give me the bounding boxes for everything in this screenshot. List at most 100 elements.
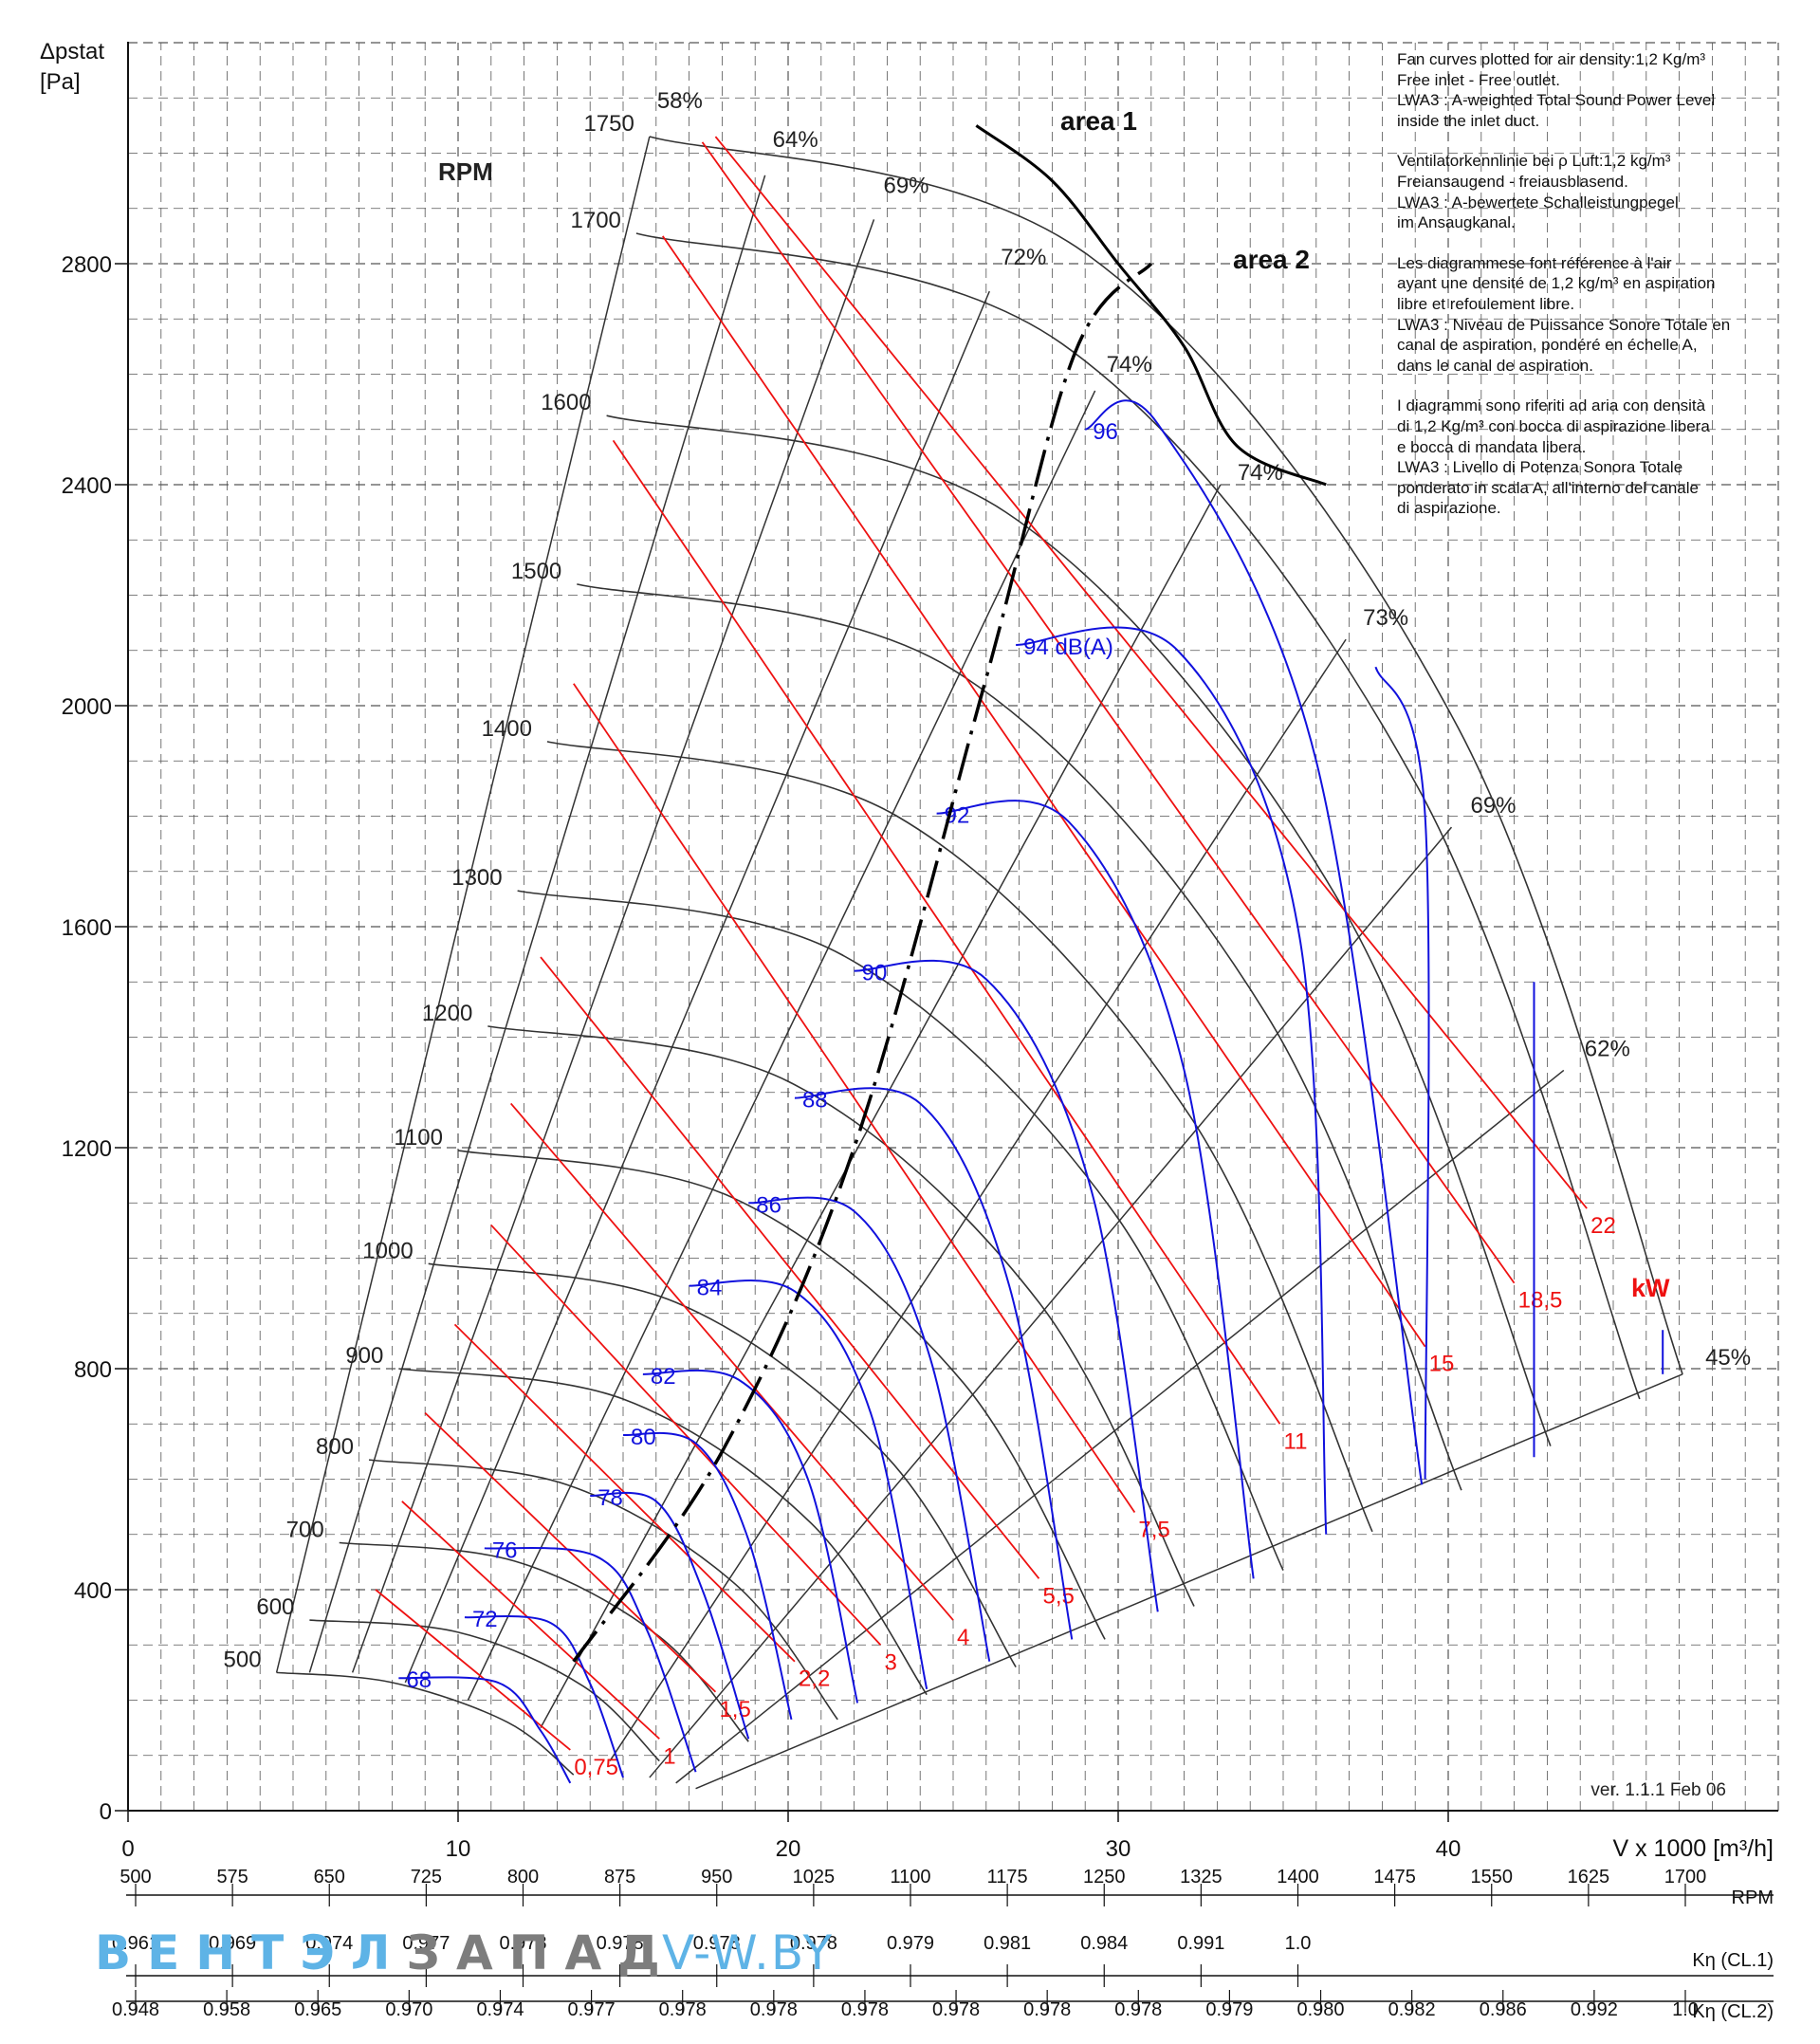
- rpm-curve: [606, 414, 1552, 1446]
- sound-curve: [689, 1280, 928, 1690]
- density-notes: Fan curves plotted for air density:1,2 K…: [1397, 49, 1795, 539]
- sound-curve: [484, 1546, 697, 1773]
- efficiency-label: 69%: [883, 173, 928, 198]
- y-tick-label: 2400: [62, 473, 112, 499]
- rpm-label: 600: [256, 1594, 294, 1620]
- efficiency-line: [275, 136, 651, 1673]
- power-line: [573, 683, 1136, 1513]
- rpm-header: RPM: [438, 157, 493, 186]
- sound-label: 96: [1093, 419, 1118, 445]
- grid: [127, 42, 1779, 1812]
- efficiency-label: 62%: [1585, 1036, 1630, 1061]
- power-label: 3: [884, 1649, 896, 1675]
- scale-value: 0.974: [476, 1999, 524, 2020]
- scale-value: 0.948: [112, 1999, 159, 2020]
- rpm-curve: [487, 1025, 1195, 1607]
- power-line: [509, 1102, 954, 1621]
- power-line: [424, 1411, 717, 1693]
- power-line: [375, 1589, 571, 1751]
- power-label: 0,75: [574, 1755, 618, 1780]
- rpm-curve: [339, 1541, 749, 1742]
- sound-label: 88: [802, 1088, 828, 1114]
- y-tick-label: 1600: [62, 915, 112, 941]
- rpm-curve: [309, 1619, 660, 1762]
- scale-value: 0.978: [597, 1933, 644, 1954]
- rpm-label: 1600: [541, 390, 591, 415]
- sound-curve: [748, 1196, 991, 1662]
- sound-label: 80: [631, 1425, 656, 1450]
- rpm-curve: [428, 1262, 1017, 1667]
- power-label: 4: [957, 1625, 969, 1650]
- scale-value: 950: [701, 1867, 732, 1887]
- sound-curve: [642, 1369, 859, 1703]
- sound-curve: [794, 1087, 1074, 1640]
- efficiency-line: [467, 390, 1096, 1701]
- scale-value: 0.979: [1205, 1999, 1253, 2020]
- efficiency-label: 74%: [1238, 460, 1283, 486]
- rpm-label: 1200: [422, 1001, 472, 1026]
- watermark-part2: ЗАПАД: [406, 1925, 676, 1980]
- sound-label: 72: [472, 1607, 498, 1632]
- y-tick-label: 400: [74, 1578, 112, 1604]
- y-axis-label: Δpstat: [40, 39, 104, 64]
- scale-value: 0.978: [750, 1999, 798, 2020]
- scale-value: 0.978: [1023, 1999, 1071, 2020]
- sound-curve: [590, 1491, 750, 1740]
- x-tick-label: 0: [121, 1836, 134, 1862]
- rpm-curve: [517, 890, 1284, 1571]
- scale-name: Kη (CL.2): [1692, 2001, 1774, 2022]
- watermark-brand: ВЕНТЭЛЗАПАД: [95, 1925, 676, 1980]
- sound-curve: [1016, 626, 1328, 1535]
- note-english: Fan curves plotted for air density:1,2 K…: [1397, 50, 1716, 130]
- sound-curve: [398, 1676, 572, 1784]
- power-line: [490, 1224, 882, 1646]
- x-tick-label: 40: [1436, 1836, 1462, 1862]
- version-annotation: ver. 1.1.1 Feb 06: [1590, 1780, 1726, 1800]
- power-unit-label: kW: [1631, 1274, 1670, 1302]
- sound-curve: [464, 1615, 624, 1778]
- rpm-curve: [546, 741, 1373, 1533]
- efficiency-lines: 58%64%69%72%74%74%73%69%62%45%: [275, 88, 1751, 1790]
- sound-label: 78: [597, 1485, 623, 1511]
- efficiency-line: [695, 1373, 1683, 1790]
- efficiency-label: 74%: [1107, 352, 1152, 377]
- scale-value: 0.986: [1480, 1999, 1527, 2020]
- y-axis-label: [Pa]: [40, 69, 81, 95]
- scale-value: 725: [411, 1867, 442, 1887]
- power-label: 7,5: [1138, 1517, 1169, 1542]
- scale-value: 0.978: [659, 1999, 707, 2020]
- efficiency-label: 69%: [1470, 793, 1516, 819]
- scale-value: 1250: [1083, 1867, 1126, 1887]
- efficiency-label: 45%: [1705, 1345, 1751, 1371]
- rpm-label: 700: [286, 1517, 324, 1542]
- x-tick-label: 10: [446, 1836, 471, 1862]
- scale-value: 1.0: [1285, 1933, 1312, 1954]
- scale-value: 1700: [1664, 1867, 1707, 1887]
- scale-value: 0.978: [841, 1999, 889, 2020]
- power-label: 2,2: [799, 1667, 830, 1692]
- y-tick-label: 0: [100, 1799, 112, 1825]
- efficiency-label: 64%: [773, 127, 818, 153]
- scale-value: 1325: [1180, 1867, 1223, 1887]
- scale-value: 500: [119, 1867, 151, 1887]
- scale-value: 1475: [1373, 1867, 1416, 1887]
- scale-value: 0.977: [568, 1999, 616, 2020]
- rpm-label: 800: [316, 1434, 354, 1460]
- efficiency-line: [540, 484, 1222, 1728]
- efficiency-line: [675, 1069, 1565, 1784]
- sound-label: 84: [697, 1276, 723, 1301]
- efficiency-label: 72%: [1001, 245, 1046, 270]
- area-1-label: area 1: [1060, 106, 1137, 136]
- watermark-part1: ВЕНТЭЛ: [95, 1925, 407, 1980]
- rpm-curve: [368, 1459, 838, 1721]
- sound-label: 90: [862, 961, 888, 986]
- note-french: Les diagrammese font référence à l'air a…: [1397, 253, 1731, 375]
- efficiency-line: [404, 290, 990, 1684]
- watermark-site: V-W.BY: [662, 1925, 834, 1980]
- scale-value: 0.978: [693, 1933, 741, 1954]
- power-line: [701, 141, 1516, 1284]
- sound-curve: [1374, 666, 1430, 1480]
- rpm-curve: [577, 583, 1462, 1491]
